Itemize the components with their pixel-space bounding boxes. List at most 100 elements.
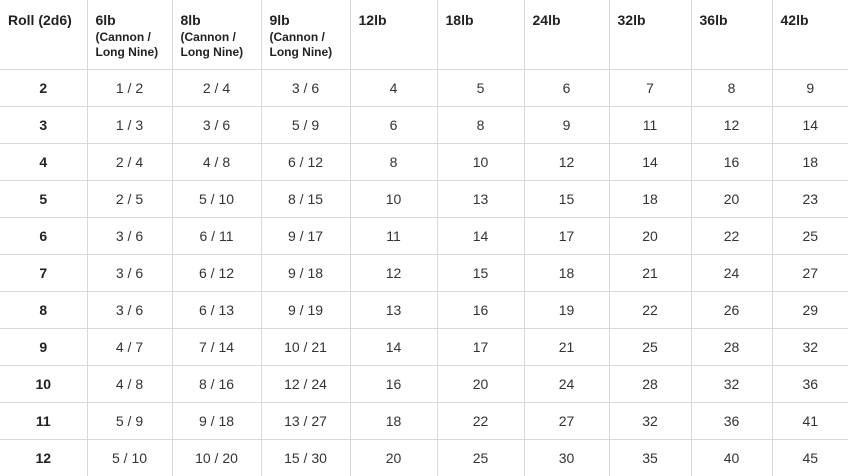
column-header: 9lb(Cannon / Long Nine) — [261, 0, 350, 69]
damage-cell: 32 — [772, 328, 848, 365]
roll-cell: 9 — [0, 328, 87, 365]
damage-cell: 2 / 4 — [172, 69, 261, 106]
damage-cell: 11 — [609, 106, 691, 143]
damage-cell: 18 — [350, 402, 437, 439]
damage-cell: 20 — [691, 180, 772, 217]
damage-cell: 6 / 12 — [261, 143, 350, 180]
damage-cell: 26 — [691, 291, 772, 328]
column-header: Roll (2d6) — [0, 0, 87, 69]
column-header-sublabel: (Cannon / Long Nine) — [270, 30, 350, 60]
damage-cell: 18 — [524, 254, 609, 291]
column-header-label: 42lb — [781, 12, 848, 28]
column-header-label: 32lb — [618, 12, 691, 28]
damage-cell: 18 — [772, 143, 848, 180]
roll-cell: 3 — [0, 106, 87, 143]
damage-cell: 20 — [437, 365, 524, 402]
roll-cell: 10 — [0, 365, 87, 402]
column-header: 12lb — [350, 0, 437, 69]
roll-cell: 11 — [0, 402, 87, 439]
damage-cell: 11 — [350, 217, 437, 254]
damage-cell: 12 — [691, 106, 772, 143]
damage-cell: 4 / 8 — [172, 143, 261, 180]
damage-cell: 1 / 3 — [87, 106, 172, 143]
damage-cell: 3 / 6 — [172, 106, 261, 143]
column-header-sublabel: (Cannon / Long Nine) — [181, 30, 261, 60]
damage-cell: 23 — [772, 180, 848, 217]
damage-cell: 8 — [437, 106, 524, 143]
damage-cell: 22 — [437, 402, 524, 439]
roll-cell: 6 — [0, 217, 87, 254]
damage-cell: 3 / 6 — [87, 217, 172, 254]
damage-cell: 14 — [772, 106, 848, 143]
damage-cell: 6 / 12 — [172, 254, 261, 291]
damage-cell: 45 — [772, 439, 848, 476]
damage-cell: 35 — [609, 439, 691, 476]
damage-cell: 19 — [524, 291, 609, 328]
damage-cell: 13 — [350, 291, 437, 328]
damage-cell: 15 — [437, 254, 524, 291]
damage-cell: 13 — [437, 180, 524, 217]
damage-cell: 20 — [609, 217, 691, 254]
damage-cell: 24 — [524, 365, 609, 402]
damage-cell: 9 — [772, 69, 848, 106]
column-header: 42lb — [772, 0, 848, 69]
column-header: 36lb — [691, 0, 772, 69]
column-header-label: Roll (2d6) — [8, 12, 87, 28]
column-header-label: 12lb — [359, 12, 437, 28]
roll-cell: 4 — [0, 143, 87, 180]
damage-cell: 6 / 13 — [172, 291, 261, 328]
damage-cell: 14 — [437, 217, 524, 254]
damage-cell: 8 / 15 — [261, 180, 350, 217]
column-header-sublabel: (Cannon / Long Nine) — [96, 30, 172, 60]
column-header-label: 6lb — [96, 12, 172, 28]
roll-cell: 2 — [0, 69, 87, 106]
damage-cell: 25 — [609, 328, 691, 365]
damage-cell: 9 / 18 — [261, 254, 350, 291]
damage-cell: 7 — [609, 69, 691, 106]
damage-cell: 9 — [524, 106, 609, 143]
roll-cell: 12 — [0, 439, 87, 476]
damage-cell: 3 / 6 — [261, 69, 350, 106]
table-header: Roll (2d6)6lb(Cannon / Long Nine)8lb(Can… — [0, 0, 848, 69]
damage-cell: 6 — [524, 69, 609, 106]
damage-cell: 36 — [772, 365, 848, 402]
damage-cell: 21 — [524, 328, 609, 365]
damage-cell: 40 — [691, 439, 772, 476]
damage-cell: 9 / 19 — [261, 291, 350, 328]
header-row: Roll (2d6)6lb(Cannon / Long Nine)8lb(Can… — [0, 0, 848, 69]
damage-cell: 10 — [350, 180, 437, 217]
damage-cell: 10 — [437, 143, 524, 180]
damage-cell: 27 — [524, 402, 609, 439]
damage-cell: 6 / 11 — [172, 217, 261, 254]
damage-cell: 16 — [437, 291, 524, 328]
damage-cell: 15 / 30 — [261, 439, 350, 476]
damage-cell: 41 — [772, 402, 848, 439]
damage-cell: 6 — [350, 106, 437, 143]
roll-cell: 8 — [0, 291, 87, 328]
damage-cell: 8 — [691, 69, 772, 106]
column-header: 24lb — [524, 0, 609, 69]
damage-cell: 25 — [437, 439, 524, 476]
damage-cell: 8 / 16 — [172, 365, 261, 402]
damage-cell: 14 — [350, 328, 437, 365]
damage-cell: 4 / 8 — [87, 365, 172, 402]
column-header: 6lb (Cannon / Long Nine) — [87, 0, 172, 69]
damage-cell: 17 — [437, 328, 524, 365]
damage-cell: 24 — [691, 254, 772, 291]
damage-cell: 16 — [350, 365, 437, 402]
damage-cell: 3 / 6 — [87, 291, 172, 328]
column-header-label: 18lb — [446, 12, 524, 28]
damage-cell: 14 — [609, 143, 691, 180]
damage-cell: 5 / 9 — [87, 402, 172, 439]
damage-cell: 27 — [772, 254, 848, 291]
damage-cell: 13 / 27 — [261, 402, 350, 439]
